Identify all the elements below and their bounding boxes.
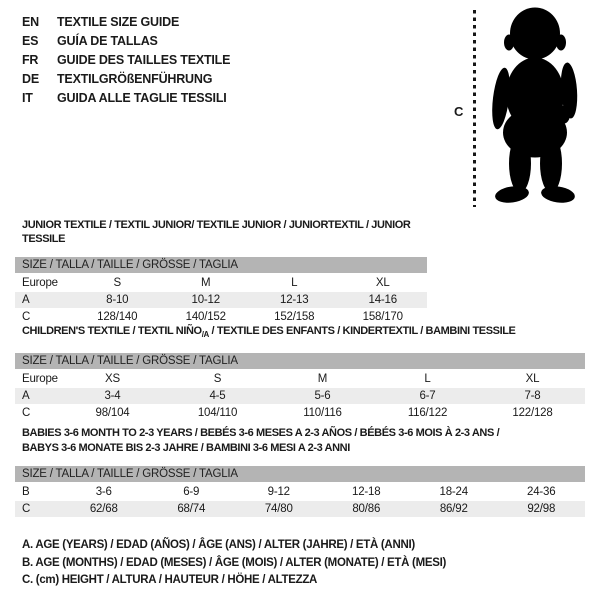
table-row-height: C 62/68 68/74 74/80 80/86 86/92 92/98 [15, 500, 585, 517]
language-row-en: EN TEXTILE SIZE GUIDE [22, 13, 230, 32]
table-cell: 7-8 [524, 390, 541, 403]
table-cell: 152/158 [274, 311, 315, 323]
language-row-es: ES GUÍA DE TALLAS [22, 32, 230, 51]
toddler-silhouette-icon [479, 5, 593, 208]
height-dotted-line [473, 10, 476, 207]
language-code: ES [22, 34, 39, 48]
row-label: A [22, 294, 30, 306]
language-code: DE [22, 72, 39, 86]
table-cell: 5-6 [314, 390, 331, 403]
table-cell: S [213, 373, 222, 386]
row-label: Europe [22, 373, 58, 386]
table-cell: 140/152 [185, 311, 226, 323]
language-code: IT [22, 91, 33, 105]
table-cell: 4-5 [209, 390, 226, 403]
table-cell: 110/116 [303, 407, 342, 420]
table-cell: 6-9 [183, 486, 200, 498]
table-cell: 68/74 [177, 503, 206, 515]
table-cell: XL [525, 373, 540, 386]
row-label: C [22, 407, 31, 420]
table-header-bar: SIZE / TALLA / TAILLE / GRÖSSE / TAGLIA [15, 353, 585, 370]
table-cell: 8-10 [106, 294, 129, 306]
table-cell: L [291, 277, 298, 289]
language-code: FR [22, 53, 39, 67]
table-cell: 3-4 [104, 390, 121, 403]
table-row-height: C 128/140 140/152 152/158 158/170 [15, 308, 427, 325]
table-cell: XS [105, 373, 120, 386]
language-row-de: DE TEXTILGRÖßENFÜHRUNG [22, 70, 230, 89]
language-legend: EN TEXTILE SIZE GUIDE ES GUÍA DE TALLAS … [22, 13, 230, 108]
table-row-age-months: B 3-6 6-9 9-12 12-18 18-24 24-36 [15, 483, 585, 500]
table-header-bar: SIZE / TALLA / TAILLE / GRÖSSE / TAGLIA [15, 466, 585, 482]
table-cell: 18-24 [439, 486, 469, 498]
junior-size-table: SIZE / TALLA / TAILLE / GRÖSSE / TAGLIA … [15, 257, 427, 325]
table-cell: 116/122 [407, 407, 448, 420]
table-row-europe: Europe S M L XL [15, 274, 427, 291]
junior-textile-section: JUNIOR TEXTILE / TEXTIL JUNIOR/ TEXTILE … [15, 218, 427, 325]
table-cell: L [424, 373, 431, 386]
row-label: A [22, 390, 30, 403]
table-cell: 86/92 [439, 503, 468, 515]
section-heading-babies: BABIES 3-6 MONTH TO 2-3 YEARS / BEBÉS 3-… [15, 426, 585, 456]
table-cell: 3-6 [95, 486, 112, 498]
heading-line-2: BABYS 3-6 MONATE BIS 2-3 JAHRE / BAMBINI… [22, 442, 350, 454]
children-textile-section: CHILDREN'S TEXTILE / TEXTIL NIÑO/A / TEX… [15, 324, 585, 421]
language-title: GUIDE DES TAILLES TEXTILE [57, 53, 231, 67]
table-cell: M [317, 373, 328, 386]
table-cell: 6-7 [419, 390, 436, 403]
legend-notes: A. AGE (YEARS) / EDAD (AÑOS) / ÂGE (ANS)… [22, 537, 446, 590]
table-cell: M [201, 277, 211, 289]
heading-line-1: BABIES 3-6 MONTH TO 2-3 YEARS / BEBÉS 3-… [22, 427, 500, 439]
table-cell: 158/170 [362, 311, 403, 323]
table-header-bar: SIZE / TALLA / TAILLE / GRÖSSE / TAGLIA [15, 257, 427, 273]
table-cell: 10-12 [191, 294, 221, 306]
heading-text: / TEXTILE DES ENFANTS / KINDERTEXTIL / B… [208, 325, 516, 337]
table-cell: 14-16 [368, 294, 398, 306]
language-title: TEXTILGRÖßENFÜHRUNG [57, 72, 213, 86]
language-title: TEXTILE SIZE GUIDE [57, 15, 180, 29]
table-row-height: C 98/104 104/110 110/116 116/122 122/128 [15, 404, 585, 421]
language-row-fr: FR GUIDE DES TAILLES TEXTILE [22, 51, 230, 70]
note-age-years: A. AGE (YEARS) / EDAD (AÑOS) / ÂGE (ANS)… [22, 539, 415, 551]
table-cell: 12-18 [352, 486, 381, 498]
row-label: C [22, 503, 31, 515]
row-label: Europe [22, 277, 58, 289]
table-cell: 128/140 [97, 311, 138, 323]
babies-textile-section: BABIES 3-6 MONTH TO 2-3 YEARS / BEBÉS 3-… [15, 426, 585, 517]
table-cell: 24-36 [527, 486, 556, 498]
table-row-europe: Europe XS S M L XL [15, 370, 585, 387]
language-row-it: IT GUIDA ALLE TAGLIE TESSILI [22, 89, 230, 108]
table-cell: S [113, 277, 122, 289]
heading-subscript: /A [201, 330, 210, 340]
note-height: C. (cm) HEIGHT / ALTURA / HAUTEUR / HÖHE… [22, 574, 318, 586]
table-cell: 74/80 [264, 503, 293, 515]
row-label: C [22, 311, 31, 323]
table-cell: 62/68 [89, 503, 118, 515]
language-title: GUÍA DE TALLAS [57, 34, 158, 48]
children-size-table: SIZE / TALLA / TAILLE / GRÖSSE / TAGLIA … [15, 353, 585, 421]
table-cell: 80/86 [352, 503, 381, 515]
babies-size-table: SIZE / TALLA / TAILLE / GRÖSSE / TAGLIA … [15, 466, 585, 517]
table-cell: 98/104 [95, 407, 130, 420]
table-row-age-years: A 8-10 10-12 12-13 14-16 [15, 291, 427, 308]
heading-text: CHILDREN'S TEXTILE / TEXTIL NIÑO [22, 325, 202, 337]
table-row-age-years: A 3-4 4-5 5-6 6-7 7-8 [15, 387, 585, 405]
height-measure-label: C [454, 104, 464, 119]
language-title: GUIDA ALLE TAGLIE TESSILI [57, 91, 227, 105]
table-cell: 12-13 [280, 294, 309, 306]
note-age-months: B. AGE (MONTHS) / EDAD (MESES) / ÂGE (MO… [22, 556, 447, 569]
section-heading-junior: JUNIOR TEXTILE / TEXTIL JUNIOR/ TEXTILE … [22, 219, 411, 245]
row-label: B [22, 486, 30, 498]
table-cell: 122/128 [512, 407, 553, 420]
table-cell: 9-12 [267, 486, 290, 498]
language-code: EN [22, 15, 39, 29]
section-heading-children: CHILDREN'S TEXTILE / TEXTIL NIÑO/A / TEX… [15, 324, 585, 342]
table-cell: 104/110 [197, 407, 238, 420]
table-cell: XL [375, 277, 390, 289]
table-cell: 92/98 [527, 503, 556, 515]
